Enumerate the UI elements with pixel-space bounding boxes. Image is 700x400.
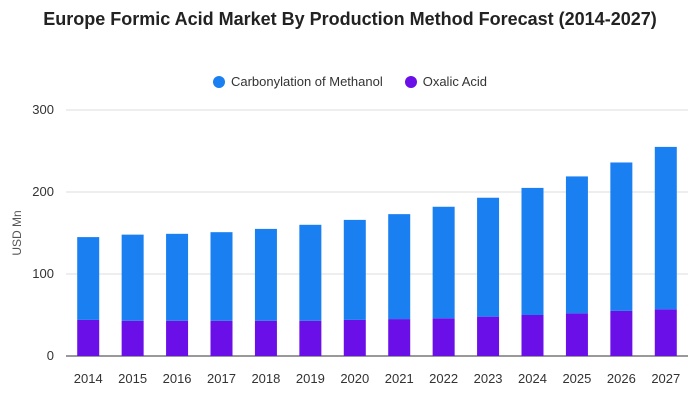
y-axis-ticks: 0 100 200 300	[32, 102, 54, 363]
bar-carbonylation-2026[interactable]	[610, 162, 633, 311]
x-tick-label: 2022	[429, 371, 458, 386]
y-tick-label: 200	[32, 184, 54, 199]
bar-oxalic-2025[interactable]	[565, 313, 588, 356]
bar-oxalic-2015[interactable]	[121, 320, 144, 356]
bar-carbonylation-2020[interactable]	[343, 219, 366, 320]
legend-item-oxalic[interactable]: Oxalic Acid	[404, 74, 488, 89]
bar-oxalic-2027[interactable]	[654, 309, 677, 356]
chart-title: Europe Formic Acid Market By Production …	[43, 9, 657, 29]
x-tick-label: 2025	[562, 371, 591, 386]
bar-carbonylation-2016[interactable]	[166, 233, 189, 321]
bar-carbonylation-2015[interactable]	[121, 234, 144, 321]
bar-oxalic-2024[interactable]	[521, 315, 544, 356]
x-tick-label: 2023	[474, 371, 503, 386]
bar-carbonylation-2023[interactable]	[477, 197, 500, 317]
bar-carbonylation-2018[interactable]	[254, 228, 277, 321]
x-tick-label: 2027	[651, 371, 680, 386]
legend-label-carbonylation: Carbonylation of Methanol	[230, 74, 383, 89]
bar-carbonylation-2017[interactable]	[210, 232, 233, 321]
x-tick-label: 2019	[296, 371, 325, 386]
bar-carbonylation-2014[interactable]	[77, 237, 100, 320]
y-tick-label: 0	[47, 348, 54, 363]
bar-oxalic-2018[interactable]	[254, 320, 277, 356]
legend-marker-oxalic	[404, 75, 417, 88]
legend-marker-carbonylation	[212, 75, 225, 88]
x-axis-ticks: 2014 2015 2016 2017 2018 2019 2020 2021 2022 2023…	[74, 371, 680, 386]
x-tick-label: 2016	[163, 371, 192, 386]
bar-carbonylation-2024[interactable]	[521, 187, 544, 315]
bar-carbonylation-2027[interactable]	[654, 146, 677, 310]
bar-oxalic-2016[interactable]	[166, 320, 189, 356]
bar-oxalic-2020[interactable]	[343, 319, 366, 356]
bar-oxalic-2019[interactable]	[299, 320, 322, 356]
legend: Carbonylation of Methanol Oxalic Acid	[0, 74, 700, 89]
bar-oxalic-2022[interactable]	[432, 318, 455, 356]
x-tick-label: 2021	[385, 371, 414, 386]
bars	[77, 146, 677, 356]
bar-oxalic-2017[interactable]	[210, 320, 233, 356]
x-tick-label: 2020	[340, 371, 369, 386]
bar-oxalic-2021[interactable]	[388, 319, 411, 356]
x-tick-label: 2026	[607, 371, 636, 386]
x-tick-label: 2024	[518, 371, 547, 386]
x-tick-label: 2015	[118, 371, 147, 386]
y-tick-label: 100	[32, 266, 54, 281]
legend-item-carbonylation[interactable]: Carbonylation of Methanol	[212, 74, 383, 89]
gridlines	[66, 109, 688, 357]
bar-carbonylation-2022[interactable]	[432, 206, 455, 319]
bar-carbonylation-2021[interactable]	[388, 214, 411, 320]
bar-oxalic-2026[interactable]	[610, 310, 633, 356]
bar-carbonylation-2019[interactable]	[299, 224, 322, 321]
bar-oxalic-2023[interactable]	[477, 316, 500, 356]
bar-oxalic-2014[interactable]	[77, 319, 100, 356]
x-tick-label: 2017	[207, 371, 236, 386]
x-tick-label: 2018	[251, 371, 280, 386]
x-tick-label: 2014	[74, 371, 103, 386]
legend-label-oxalic: Oxalic Acid	[422, 74, 488, 89]
bar-carbonylation-2025[interactable]	[565, 176, 588, 314]
y-tick-label: 300	[32, 102, 54, 117]
y-axis-label: USD Mn	[10, 210, 24, 255]
